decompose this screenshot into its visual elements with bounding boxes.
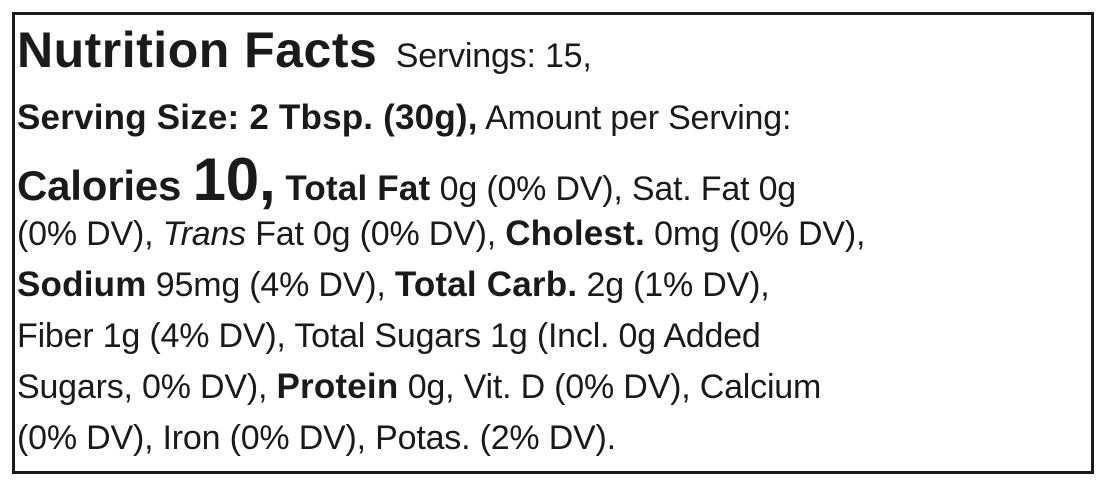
serving-size: Serving Size: 2 Tbsp. (30g), — [17, 98, 478, 137]
label-line: Sodium 95mg (4% DV), Total Carb. 2g (1% … — [17, 265, 770, 305]
sodium-values: 95mg (4% DV), — [146, 266, 395, 304]
label-line: Fiber 1g (4% DV), Total Sugars 1g (Incl.… — [17, 316, 761, 356]
total-fat-label: Total Fat — [275, 169, 431, 208]
cholesterol-label: Cholest. — [505, 214, 645, 253]
carb-label: Total Carb. — [394, 265, 578, 304]
added-sugars: Sugars, 0% DV), — [17, 368, 277, 406]
label-line: Sugars, 0% DV), Protein 0g, Vit. D (0% D… — [17, 367, 821, 407]
calories-label: Calories — [17, 162, 193, 209]
label-line: Nutrition Facts Servings: 15, — [17, 22, 592, 84]
sat-fat-dv: (0% DV), — [17, 215, 163, 253]
label-line: (0% DV), Trans Fat 0g (0% DV), Cholest. … — [17, 214, 865, 254]
label-line: (0% DV), Iron (0% DV), Potas. (2% DV). — [17, 418, 616, 458]
sodium-label: Sodium — [17, 265, 147, 304]
minerals: (0% DV), Iron (0% DV), Potas. (2% DV). — [17, 419, 616, 457]
fiber-sugars: Fiber 1g (4% DV), Total Sugars 1g (Incl.… — [17, 317, 761, 355]
label-line: Calories 10, Total Fat 0g (0% DV), Sat. … — [17, 150, 797, 217]
nutrition-facts-panel — [12, 12, 1094, 474]
amount-per-serving: Amount per Serving: — [477, 99, 792, 137]
servings: Servings: 15, — [377, 37, 592, 75]
label-title: Nutrition Facts — [17, 22, 378, 78]
protein-values: 0g, Vit. D (0% DV), Calcium — [398, 368, 822, 406]
trans-label: Trans — [162, 215, 247, 253]
protein-label: Protein — [276, 367, 399, 406]
cholesterol-values: 0mg (0% DV), — [644, 215, 866, 253]
carb-values: 2g (1% DV), — [577, 266, 770, 304]
trans-fat-values: Fat 0g (0% DV), — [245, 215, 506, 253]
label-line: Serving Size: 2 Tbsp. (30g), Amount per … — [17, 98, 791, 138]
fat-values: 0g (0% DV), Sat. Fat 0g — [430, 170, 797, 208]
calories-value: 10, — [192, 146, 276, 213]
